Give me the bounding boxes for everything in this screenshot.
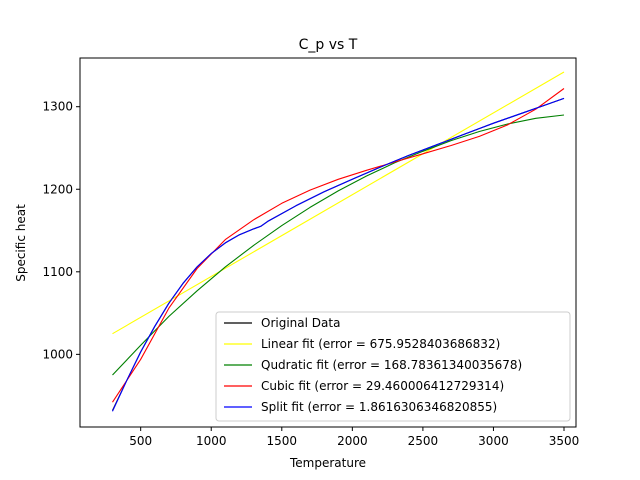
chart-title: C_p vs T: [299, 37, 358, 53]
legend: Original Data Linear fit (error = 675.952…: [215, 311, 571, 422]
legend-label-3: Cubic fit (error = 29.460006412729314): [261, 379, 504, 393]
series-line-4: [112, 97, 565, 412]
x-tick-label: 2000: [337, 434, 368, 448]
legend-label-4: Split fit (error = 1.8616306346820855): [261, 400, 497, 414]
legend-label-1: Linear fit (error = 675.9528403686832): [261, 337, 500, 351]
series-layer: [112, 71, 565, 412]
legend-label-2: Qudratic fit (error = 168.78361340035678…: [261, 358, 522, 372]
y-tick-label: 1000: [42, 347, 73, 361]
x-axis-label: Temperature: [289, 456, 366, 470]
x-tick-label: 1500: [267, 434, 298, 448]
x-tick-label: 3000: [478, 434, 509, 448]
series-line-2: [112, 114, 565, 376]
x-tick-label: 2500: [408, 434, 439, 448]
y-tick-label: 1200: [42, 182, 73, 196]
y-tick-label: 1100: [42, 265, 73, 279]
plot-frame: [79, 57, 577, 428]
x-tick-label: 3500: [549, 434, 580, 448]
y-tick-label: 1300: [42, 100, 73, 114]
legend-box: [215, 311, 571, 422]
series-line-1: [112, 71, 565, 335]
axes-layer: 500 1000 1500 2000 2500 3000 3500 1000 1100 1200 1…: [42, 57, 580, 448]
x-tick-label: 500: [129, 434, 152, 448]
y-axis-label: Specific heat: [14, 204, 28, 282]
x-tick-label: 1000: [196, 434, 227, 448]
series-line-3: [112, 88, 565, 403]
legend-label-0: Original Data: [261, 316, 340, 330]
